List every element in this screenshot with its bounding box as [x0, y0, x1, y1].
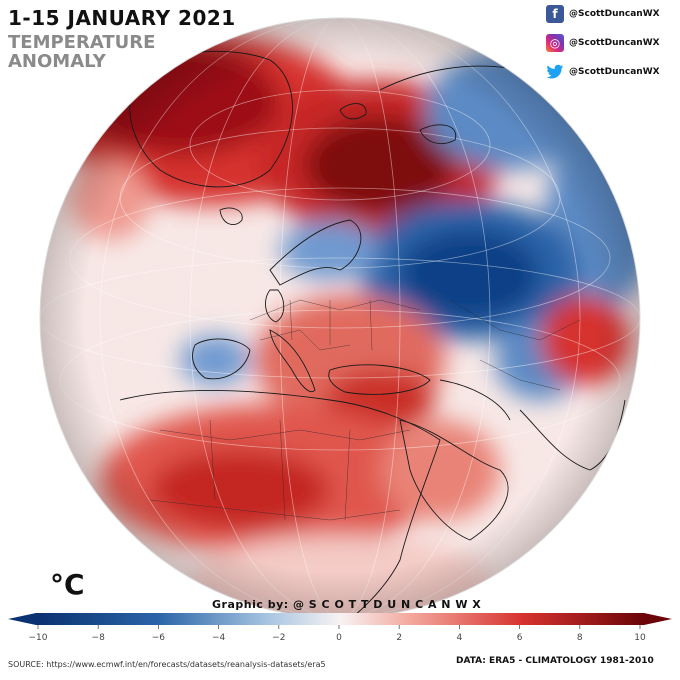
colorbar-right-arrow — [644, 613, 672, 625]
social-twitter[interactable]: @ScottDuncanWX — [546, 62, 680, 82]
colorbar-tick-label: 0 — [336, 633, 342, 643]
colorbar-tick-label: 6 — [517, 633, 523, 643]
instagram-handle: @ScottDuncanWX — [569, 38, 660, 48]
map-subtitle: TEMPERATURE ANOMALY — [8, 32, 156, 72]
colorbar-ticks: −10 −8 −6 −4 −2 0 2 4 6 8 10 — [29, 625, 646, 643]
colorbar: −10 −8 −6 −4 −2 0 2 4 6 8 10 — [8, 613, 672, 643]
colorbar-tick-label: −6 — [152, 633, 166, 643]
colorbar-tick-label: −2 — [272, 633, 285, 643]
globe-shading — [40, 18, 640, 618]
data-credit: DATA: ERA5 - CLIMATOLOGY 1981-2010 — [456, 656, 654, 666]
colorbar-tick-label: −10 — [29, 633, 48, 643]
colorbar-left-arrow — [8, 613, 36, 625]
colorbar-tick-label: 10 — [634, 633, 646, 643]
twitter-handle: @ScottDuncanWX — [569, 67, 660, 77]
colorbar-tick-label: 4 — [457, 633, 463, 643]
social-facebook[interactable]: f @ScottDuncanWX — [546, 4, 680, 24]
colorbar-tick-label: 8 — [577, 633, 583, 643]
legend-unit: °C — [50, 568, 85, 601]
colorbar-tick-label: −4 — [212, 633, 226, 643]
twitter-icon — [546, 63, 564, 81]
facebook-handle: @ScottDuncanWX — [569, 9, 660, 19]
colorbar-tick-label: 2 — [396, 633, 402, 643]
colorbar-tick-label: −8 — [92, 633, 106, 643]
graphic-credit: Graphic by: @ S C O T T D U N C A N W X — [212, 598, 482, 611]
instagram-icon: ◎ — [546, 34, 564, 52]
map-title: 1-15 JANUARY 2021 — [8, 6, 236, 30]
facebook-icon: f — [546, 5, 564, 23]
source-credit: SOURCE: https://www.ecmwf.int/en/forecas… — [8, 660, 326, 669]
social-handles: f @ScottDuncanWX ◎ @ScottDuncanWX @Scott… — [546, 4, 680, 91]
colorbar-gradient — [36, 613, 644, 625]
globe-disc — [40, 18, 640, 618]
social-instagram[interactable]: ◎ @ScottDuncanWX — [546, 33, 680, 53]
